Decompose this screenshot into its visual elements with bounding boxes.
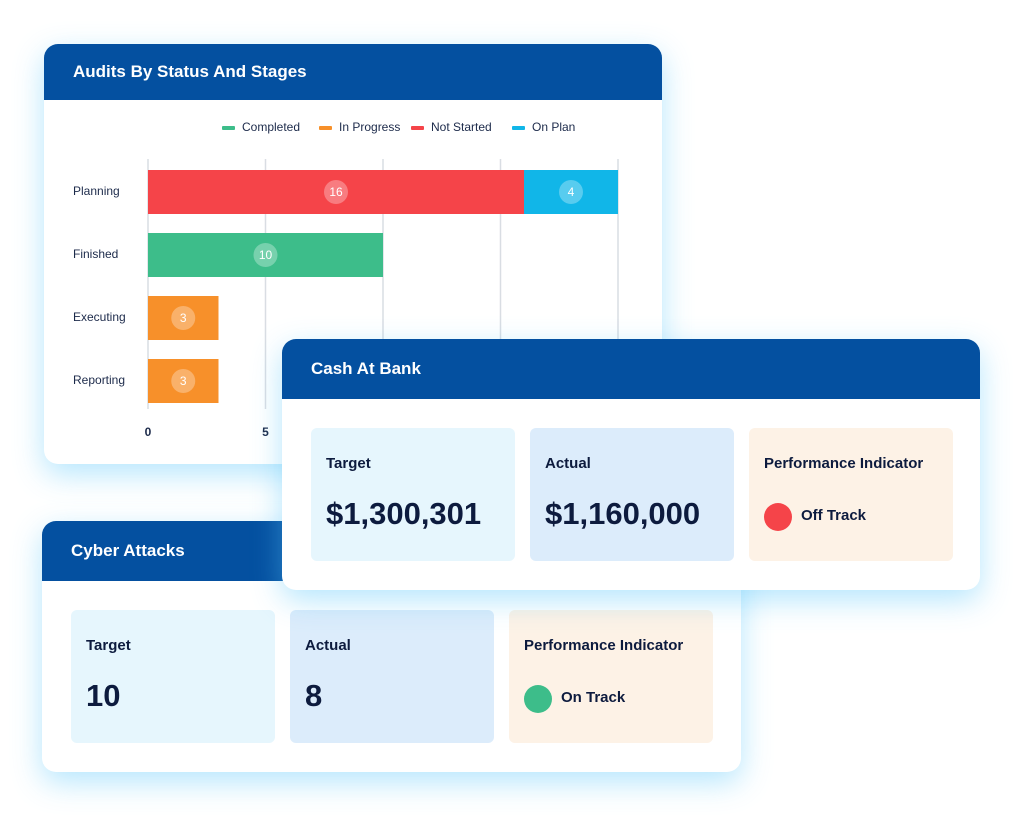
label: Actual: [305, 637, 351, 654]
bar: [148, 359, 219, 403]
y-tick-label: Planning: [73, 184, 120, 198]
x-tick-label: 5: [262, 425, 269, 439]
value-label: 10: [259, 248, 273, 262]
value-label: 16: [329, 185, 343, 199]
indicator-box: Performance Indicator Off Track: [749, 428, 953, 561]
legend-swatch: [319, 126, 332, 130]
label: Target: [86, 637, 131, 654]
value-label: 3: [180, 374, 187, 388]
status: On Track: [561, 689, 626, 706]
value: $1,300,301: [326, 496, 482, 531]
legend-label: Not Started: [431, 120, 492, 134]
bar: [524, 170, 618, 214]
indicator-box: Performance Indicator On Track: [509, 610, 713, 743]
legend-label: In Progress: [339, 120, 400, 134]
value-label: 3: [180, 311, 187, 325]
bar: [148, 233, 383, 277]
target-box: Target 10: [71, 610, 275, 743]
y-tick-label: Reporting: [73, 373, 125, 387]
value-label: 4: [568, 185, 575, 199]
value-badge: [171, 306, 196, 330]
label: Target: [326, 455, 371, 472]
x-tick-label: 0: [145, 425, 152, 439]
value: 8: [305, 678, 323, 713]
value-badge: [253, 243, 278, 267]
legend-label: On Plan: [532, 120, 575, 134]
value: $1,160,000: [545, 496, 701, 531]
bar: [148, 170, 524, 214]
value-badge: [559, 180, 583, 204]
legend-swatch: [512, 126, 525, 130]
value-badge: [171, 369, 196, 393]
status: Off Track: [801, 507, 867, 524]
bar: [148, 296, 219, 340]
legend-swatch: [222, 126, 235, 130]
card-title: Audits By Status And Stages: [44, 44, 662, 100]
label: Actual: [545, 455, 591, 472]
y-tick-label: Finished: [73, 247, 118, 261]
value: 10: [86, 678, 121, 713]
status-dot: [764, 503, 792, 531]
label: Performance Indicator: [764, 455, 924, 472]
legend-swatch: [411, 126, 424, 130]
value-badge: [324, 180, 348, 204]
target-box: Target $1,300,301: [311, 428, 515, 561]
actual-box: Actual 8: [290, 610, 494, 743]
card-title: Cash At Bank: [282, 339, 980, 399]
label: Performance Indicator: [524, 637, 684, 654]
y-tick-label: Executing: [73, 310, 126, 324]
legend-label: Completed: [242, 120, 300, 134]
cash-card: Cash At Bank Target $1,300,301 Actual $1,1…: [282, 339, 980, 590]
status-dot: [524, 685, 552, 713]
actual-box: Actual $1,160,000: [530, 428, 734, 561]
